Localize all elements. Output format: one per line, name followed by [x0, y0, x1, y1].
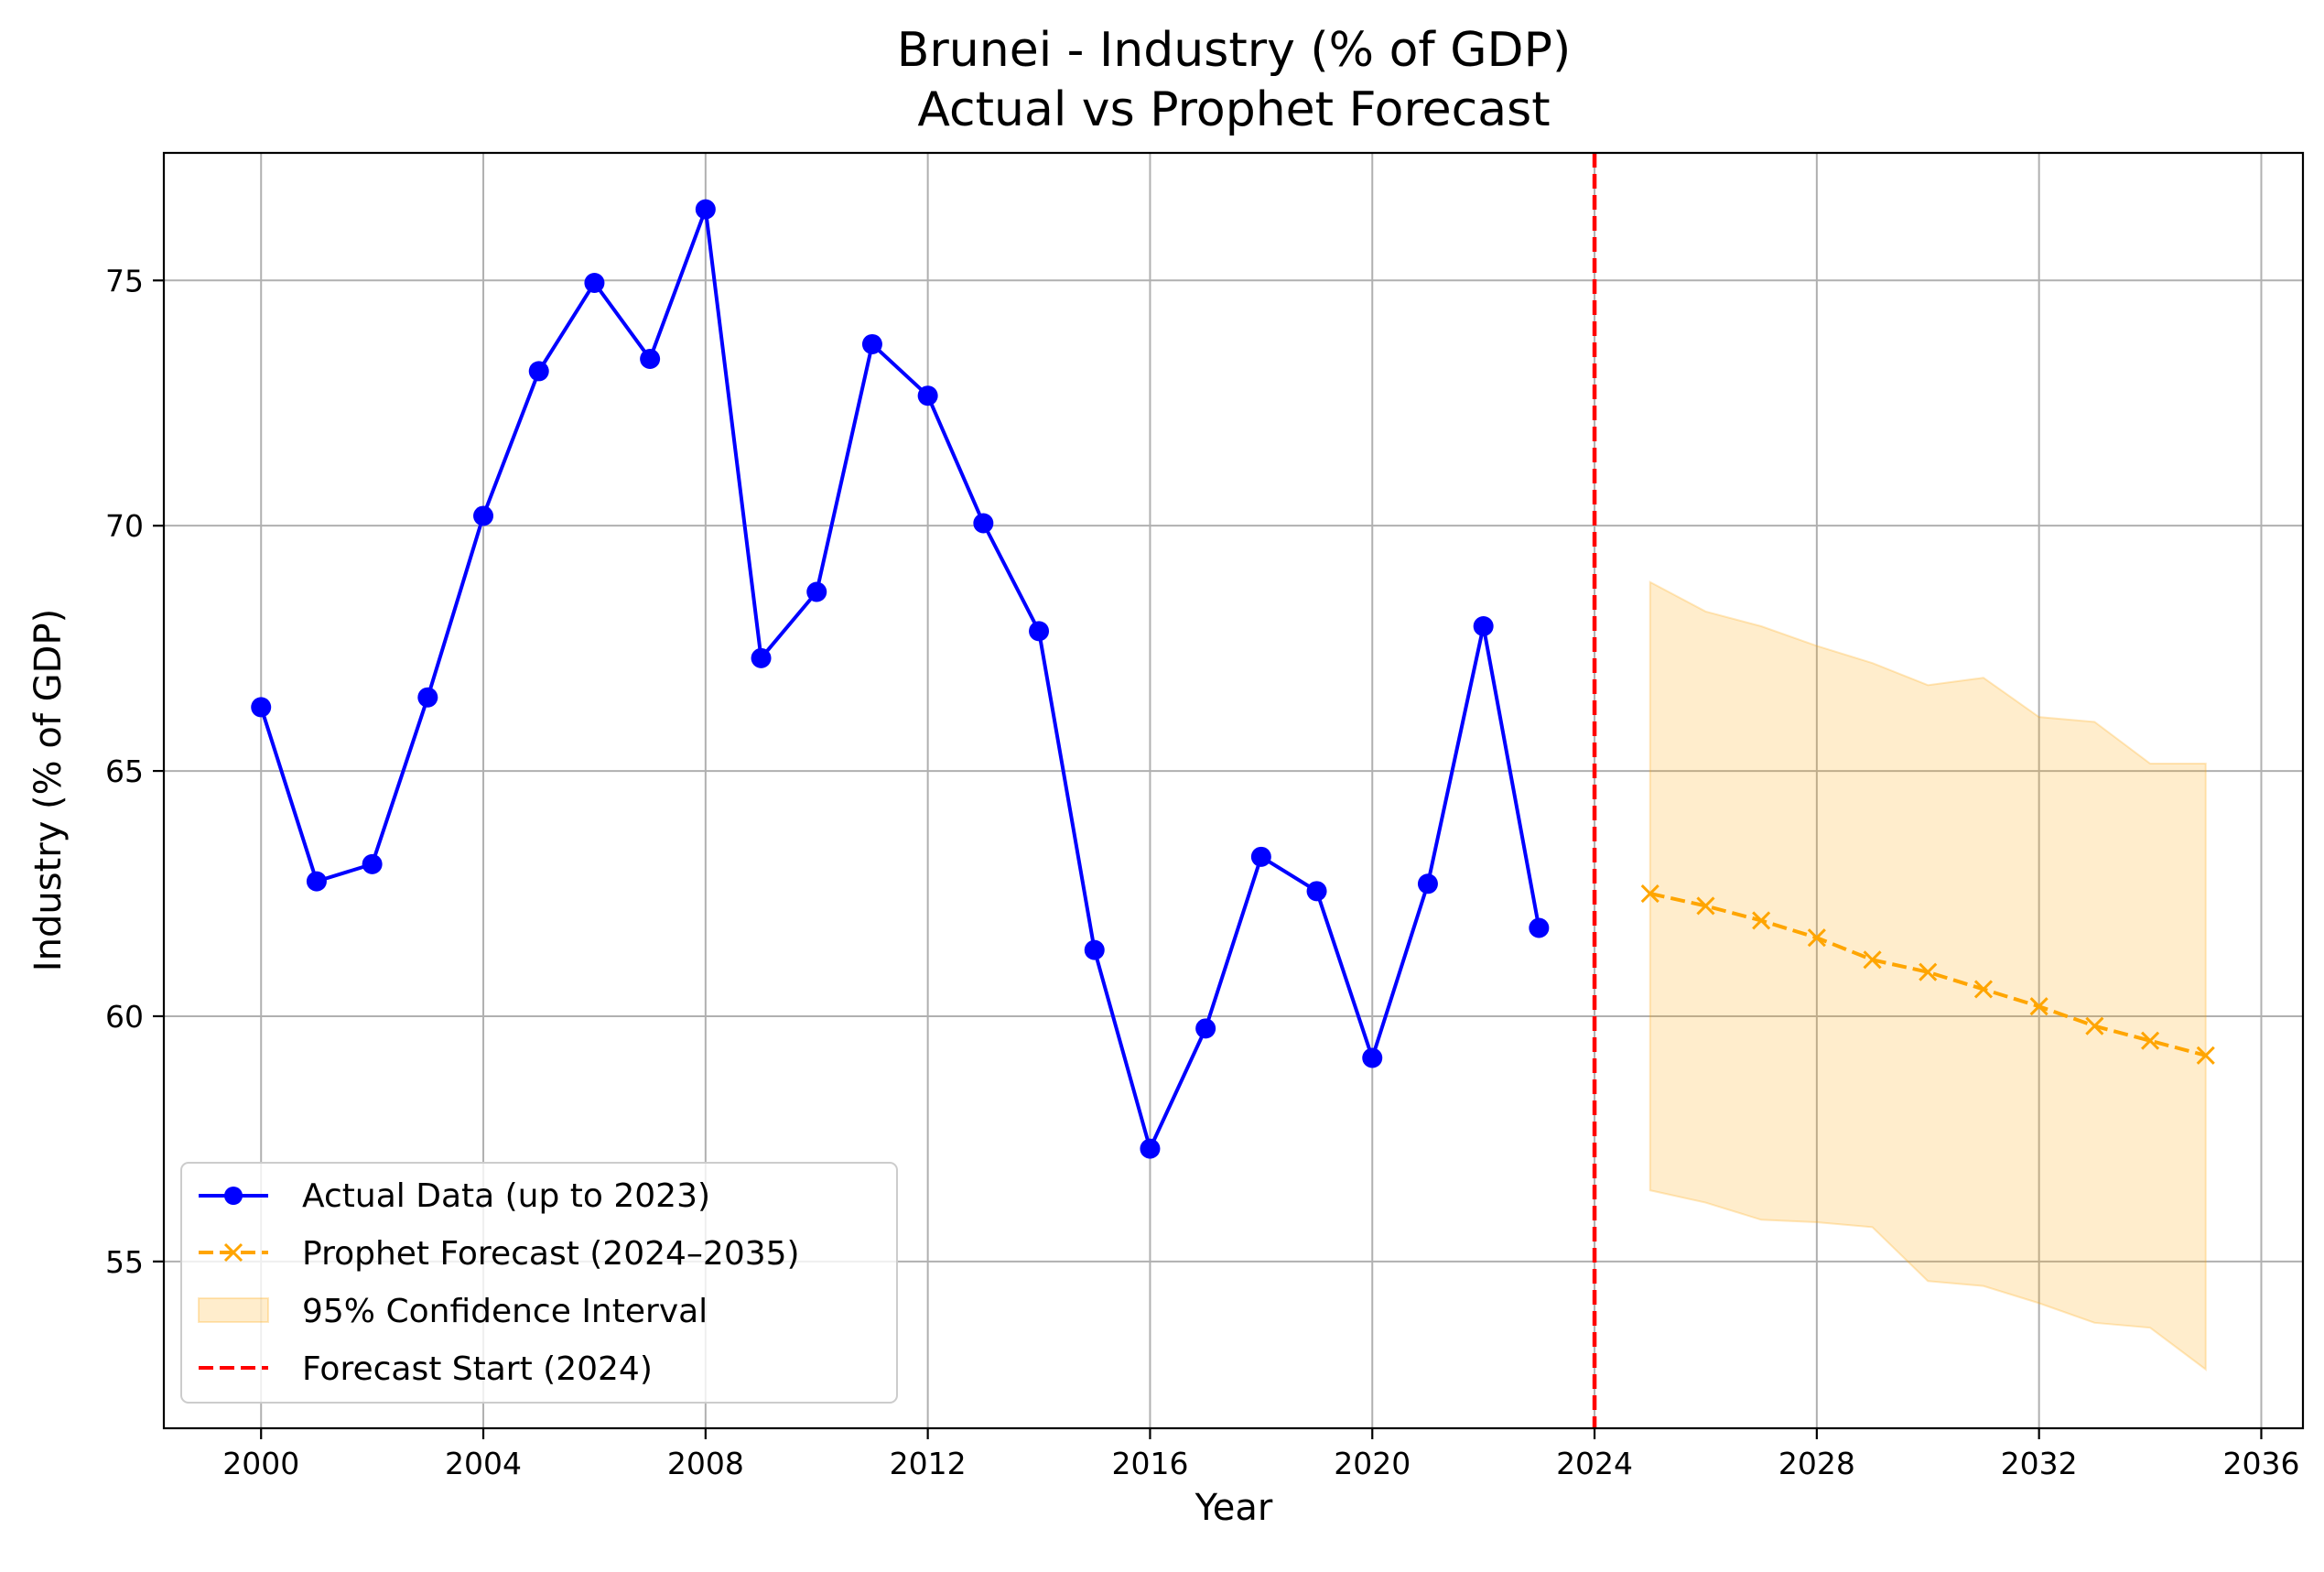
actual-point — [1529, 917, 1550, 938]
actual-point — [1306, 881, 1327, 902]
actual-point — [1029, 621, 1050, 642]
legend-confidence-swatch — [198, 1297, 269, 1323]
x-tick-label: 2004 — [445, 1446, 522, 1481]
actual-point — [640, 349, 661, 370]
y-tick-label: 55 — [105, 1244, 144, 1280]
forecast-line — [1649, 892, 2207, 1057]
legend-forecast-label: Prophet Forecast (2024–2035) — [302, 1235, 800, 1273]
chart-title: Brunei - Industry (% of GDP) — [897, 23, 1572, 78]
x-tick-label: 2032 — [2001, 1446, 2078, 1481]
series-layer — [251, 199, 2215, 1159]
actual-point — [417, 687, 438, 708]
confidence-interval-area — [1648, 580, 2207, 1371]
actual-point — [306, 871, 327, 892]
forecast-point — [2141, 1031, 2160, 1050]
actual-point — [861, 333, 882, 354]
forecast-point — [1919, 962, 1938, 981]
x-axis-ticks: 2000 2004 2008 2012 2016 2020 2024 2028 2032 2036 — [222, 1428, 2299, 1481]
y-tick-label: 70 — [105, 508, 144, 544]
x-tick-label: 2020 — [1334, 1446, 1411, 1481]
x-tick-label: 2028 — [1778, 1446, 1855, 1481]
actual-point — [917, 385, 938, 407]
legend-entry-confidence: 95% Confidence Interval — [198, 1293, 708, 1330]
legend-actual-label: Actual Data (up to 2023) — [302, 1177, 710, 1215]
actual-point — [751, 647, 772, 668]
actual-point — [1250, 846, 1271, 867]
actual-line — [259, 207, 1541, 1151]
forecast-point — [1807, 928, 1826, 948]
actual-point — [473, 505, 494, 526]
forecast-point — [2029, 997, 2048, 1016]
forecast-point — [1696, 896, 1715, 916]
forecast-point — [1973, 980, 1994, 999]
plot-frame — [162, 151, 2305, 1430]
actual-point — [528, 361, 549, 382]
x-tick-label: 2012 — [890, 1446, 967, 1481]
actual-point — [584, 272, 605, 293]
forecast-point — [2085, 1016, 2104, 1035]
actual-point — [1362, 1047, 1383, 1068]
legend-confidence-label: 95% Confidence Interval — [302, 1293, 708, 1330]
legend-actual-marker — [224, 1187, 243, 1205]
y-tick-label: 60 — [105, 999, 144, 1035]
legend-entry-forecast-start: Forecast Start (2024) — [199, 1350, 653, 1388]
x-tick-label: 2016 — [1111, 1446, 1188, 1481]
y-tick-label: 75 — [105, 263, 144, 298]
chart-subtitle: Actual vs Prophet Forecast — [917, 82, 1550, 137]
forecast-point — [1863, 950, 1882, 970]
legend-entry-actual: Actual Data (up to 2023) — [199, 1177, 710, 1215]
legend: Actual Data (up to 2023) Prophet Forecas… — [180, 1162, 898, 1404]
x-tick-label: 2008 — [667, 1446, 744, 1481]
y-axis-label: Industry (% of GDP) — [27, 609, 70, 971]
forecast-point — [1640, 884, 1659, 904]
legend-forecast-start-label: Forecast Start (2024) — [302, 1350, 653, 1388]
actual-point — [362, 853, 383, 874]
actual-point — [1473, 616, 1494, 637]
actual-point — [1084, 939, 1105, 960]
forecast-series — [1640, 884, 2215, 1065]
actual-point — [1140, 1138, 1161, 1159]
y-tick-label: 65 — [105, 753, 144, 789]
x-tick-label: 2024 — [1556, 1446, 1633, 1481]
legend-entry-forecast: Prophet Forecast (2024–2035) — [199, 1235, 800, 1273]
x-axis-label: Year — [1194, 1487, 1273, 1529]
actual-point — [973, 513, 994, 534]
actual-point — [806, 581, 827, 602]
confidence-interval-band — [1648, 580, 2207, 1371]
actual-series — [251, 199, 1550, 1159]
legend-forecast-marker — [223, 1242, 243, 1263]
actual-point — [251, 697, 272, 718]
forecast-point — [1752, 911, 1771, 930]
actual-point — [695, 199, 716, 220]
legend-frame — [180, 1162, 898, 1404]
x-tick-label: 2000 — [222, 1446, 299, 1481]
forecast-point — [2196, 1046, 2215, 1065]
actual-point — [1417, 873, 1438, 894]
actual-point — [1195, 1018, 1216, 1039]
x-tick-label: 2036 — [2222, 1446, 2299, 1481]
y-axis-ticks: 55 60 65 70 75 — [105, 263, 164, 1280]
